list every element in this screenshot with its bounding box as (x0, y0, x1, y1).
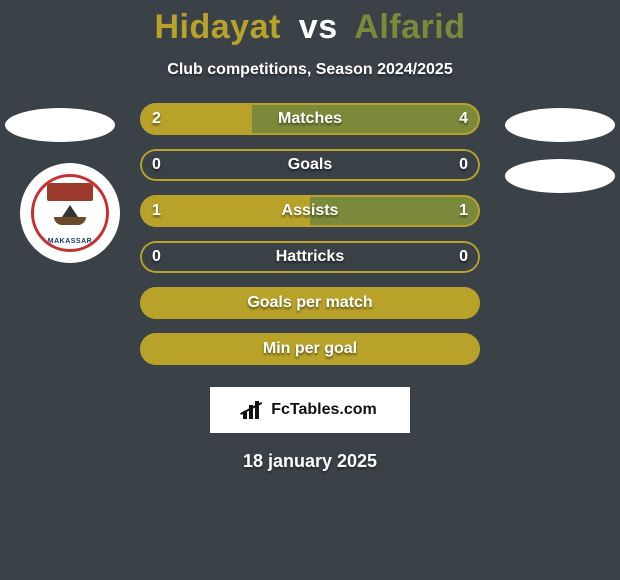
stat-value-left: 1 (152, 202, 161, 220)
stat-value-right: 4 (459, 110, 468, 128)
stat-value-left: 2 (152, 110, 161, 128)
season-subtitle: Club competitions, Season 2024/2025 (0, 61, 620, 79)
vs-word: vs (299, 8, 338, 46)
stat-bar: Goals per match (140, 287, 480, 319)
left-club-badge: MAKASSAR (20, 163, 120, 263)
comparison-title: Hidayat vs Alfarid (0, 0, 620, 47)
stat-label: Goals per match (247, 294, 372, 312)
player-left-name: Hidayat (155, 8, 281, 46)
stat-value-right: 0 (459, 156, 468, 174)
stat-label: Matches (278, 110, 342, 128)
stat-bar: 1 1 Assists (140, 195, 480, 227)
stat-value-right: 0 (459, 248, 468, 266)
right-team-placeholder-2 (505, 159, 615, 193)
brand-chart-icon (243, 401, 265, 419)
stat-bar: 2 4 Matches (140, 103, 480, 135)
club-badge-ring-icon: MAKASSAR (31, 174, 109, 252)
stat-value-left: 0 (152, 156, 161, 174)
club-badge-text: MAKASSAR (48, 238, 92, 245)
stat-label: Hattricks (276, 248, 344, 266)
stat-bar: 0 0 Goals (140, 149, 480, 181)
stat-label: Min per goal (263, 340, 357, 358)
club-badge-brick-icon (47, 183, 93, 201)
stat-label: Assists (282, 202, 339, 220)
footer-date: 18 january 2025 (0, 451, 620, 472)
club-badge-ship-icon (50, 205, 90, 225)
stat-bars: 2 4 Matches 0 0 Goals 1 1 Assists 0 0 Hattricks Goal… (140, 103, 480, 365)
left-team-placeholder-1 (5, 108, 115, 142)
stat-label: Goals (288, 156, 332, 174)
stat-value-right: 1 (459, 202, 468, 220)
stat-bar: Min per goal (140, 333, 480, 365)
stat-bar: 0 0 Hattricks (140, 241, 480, 273)
brand-badge: FcTables.com (210, 387, 410, 433)
brand-text: FcTables.com (271, 401, 377, 419)
stat-value-left: 0 (152, 248, 161, 266)
right-team-placeholder-1 (505, 108, 615, 142)
player-right-name: Alfarid (354, 8, 465, 46)
comparison-arena: MAKASSAR 2 4 Matches 0 0 Goals 1 1 Assists 0 0 Hatt… (0, 103, 620, 365)
